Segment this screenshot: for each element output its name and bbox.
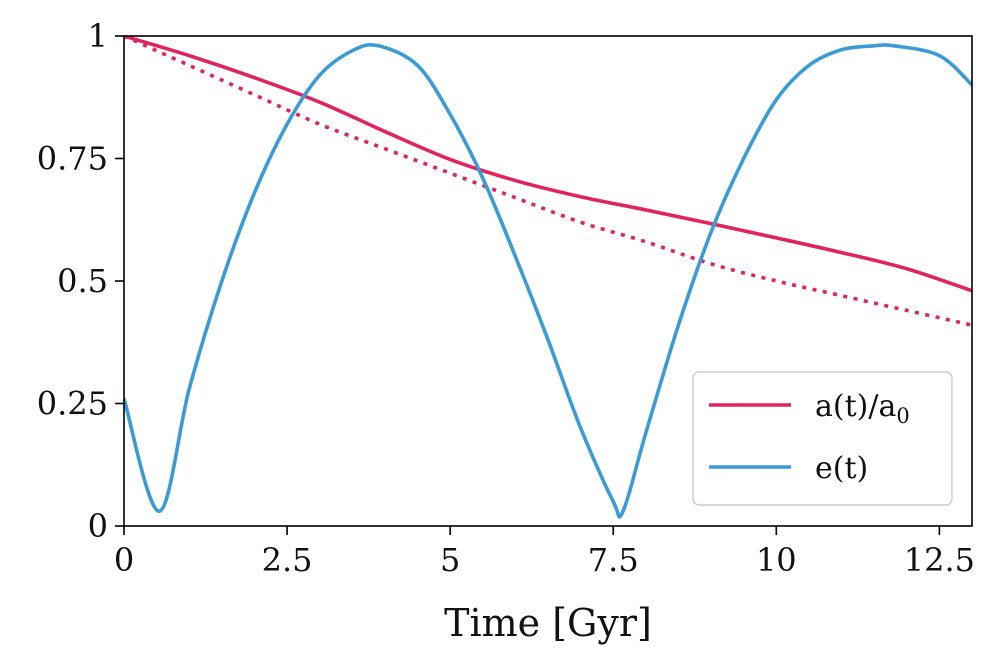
series-line-a-t-a0 (124, 36, 972, 293)
y-tick-label: 0.75 (37, 140, 108, 178)
x-tick-label: 0 (114, 541, 134, 579)
x-tick-label: 5 (440, 541, 460, 579)
x-axis-label: Time [Gyr] (444, 601, 652, 645)
legend-label: a(t)/a0 (815, 389, 910, 428)
series-line-a-t-a0-dotted (124, 36, 972, 327)
y-tick-label: 0.5 (57, 262, 108, 300)
x-tick-label: 12.5 (904, 541, 975, 579)
y-tick-label: 0.25 (37, 385, 108, 423)
plot-area (124, 36, 972, 519)
y-tick-label: 0 (88, 507, 108, 545)
series-line-e-t (124, 43, 972, 519)
legend-label: e(t) (815, 451, 868, 486)
legend: a(t)/a0 e(t) (692, 371, 953, 506)
x-tick-label: 10 (756, 541, 797, 579)
x-tick-label: 2.5 (262, 541, 313, 579)
x-tick-label: 7.5 (588, 541, 639, 579)
y-tick-label: 1 (88, 17, 108, 55)
axis-ticks: 0 2.5 5 7.5 10 12.5 0 0.25 0.5 0.75 1 (37, 17, 975, 579)
